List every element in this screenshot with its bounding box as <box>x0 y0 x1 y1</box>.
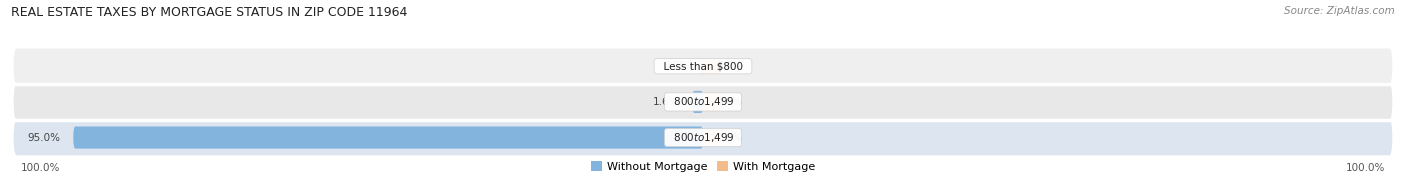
FancyBboxPatch shape <box>73 126 703 149</box>
Text: 0.0%: 0.0% <box>716 61 742 71</box>
FancyBboxPatch shape <box>692 91 703 113</box>
Text: 0.0%: 0.0% <box>716 132 742 142</box>
FancyBboxPatch shape <box>14 84 1392 120</box>
Text: $800 to $1,499: $800 to $1,499 <box>666 131 740 144</box>
Bar <box>702 59 703 74</box>
FancyBboxPatch shape <box>14 120 1392 155</box>
Text: REAL ESTATE TAXES BY MORTGAGE STATUS IN ZIP CODE 11964: REAL ESTATE TAXES BY MORTGAGE STATUS IN … <box>11 6 408 19</box>
Text: $800 to $1,499: $800 to $1,499 <box>666 95 740 108</box>
Bar <box>703 130 720 145</box>
Text: 95.0%: 95.0% <box>27 132 60 142</box>
Text: 0.0%: 0.0% <box>664 61 690 71</box>
Text: 1.6%: 1.6% <box>652 97 679 107</box>
FancyBboxPatch shape <box>14 48 1392 84</box>
Bar <box>703 59 720 74</box>
Legend: Without Mortgage, With Mortgage: Without Mortgage, With Mortgage <box>586 157 820 176</box>
Text: Source: ZipAtlas.com: Source: ZipAtlas.com <box>1284 6 1395 16</box>
Bar <box>703 94 720 110</box>
Text: Less than $800: Less than $800 <box>657 61 749 71</box>
Text: 0.0%: 0.0% <box>716 97 742 107</box>
